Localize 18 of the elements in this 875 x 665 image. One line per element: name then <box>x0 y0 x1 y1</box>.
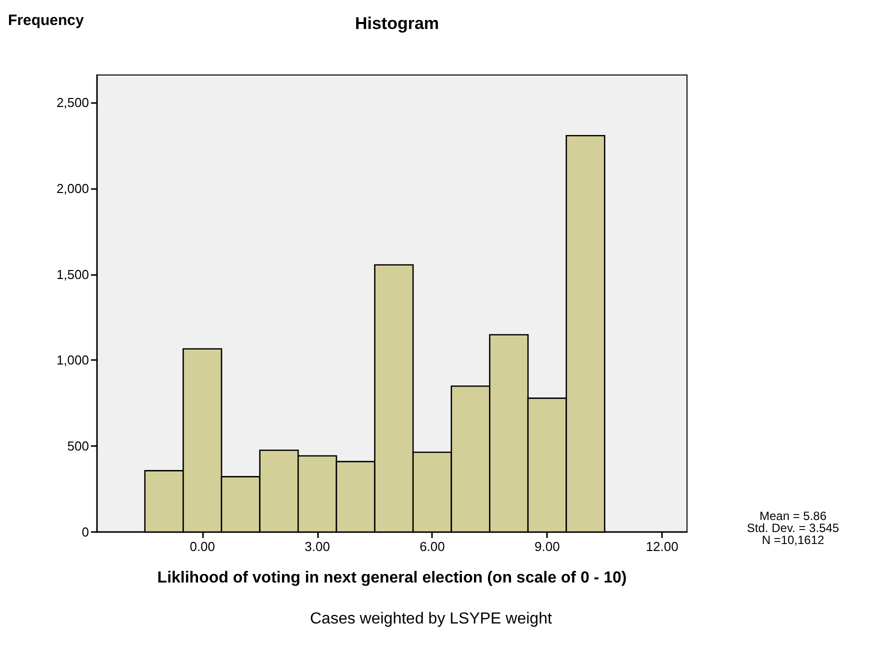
y-tick-label: 0 <box>82 524 89 540</box>
y-tick-label: 1,000 <box>56 352 89 368</box>
x-tick-label: 12.00 <box>646 539 678 554</box>
y-tick-label: 2,500 <box>56 94 89 110</box>
y-axis-title: Frequency <box>8 12 85 29</box>
x-tick-label: 9.00 <box>534 539 560 554</box>
text: Mean = 5.86 <box>759 509 827 523</box>
x-axis-title: Liklihood of voting in next general election (on scale of 0 - 10) <box>157 570 627 586</box>
y-tick-label: 1,500 <box>56 266 89 282</box>
chart-title: Histogram <box>354 14 440 33</box>
x-tick-label: 0.00 <box>190 539 216 554</box>
x-tick-label: 3.00 <box>304 539 330 554</box>
text: Std. Dev. = 3.545 <box>746 521 840 535</box>
x-tick-label: 6.00 <box>420 539 445 554</box>
text: Cases weighted by LSYPE weight <box>310 610 552 628</box>
text: N =10,1612 <box>762 533 825 547</box>
y-tick-label: 500 <box>67 438 89 454</box>
y-tick-label: 2,000 <box>56 180 89 196</box>
